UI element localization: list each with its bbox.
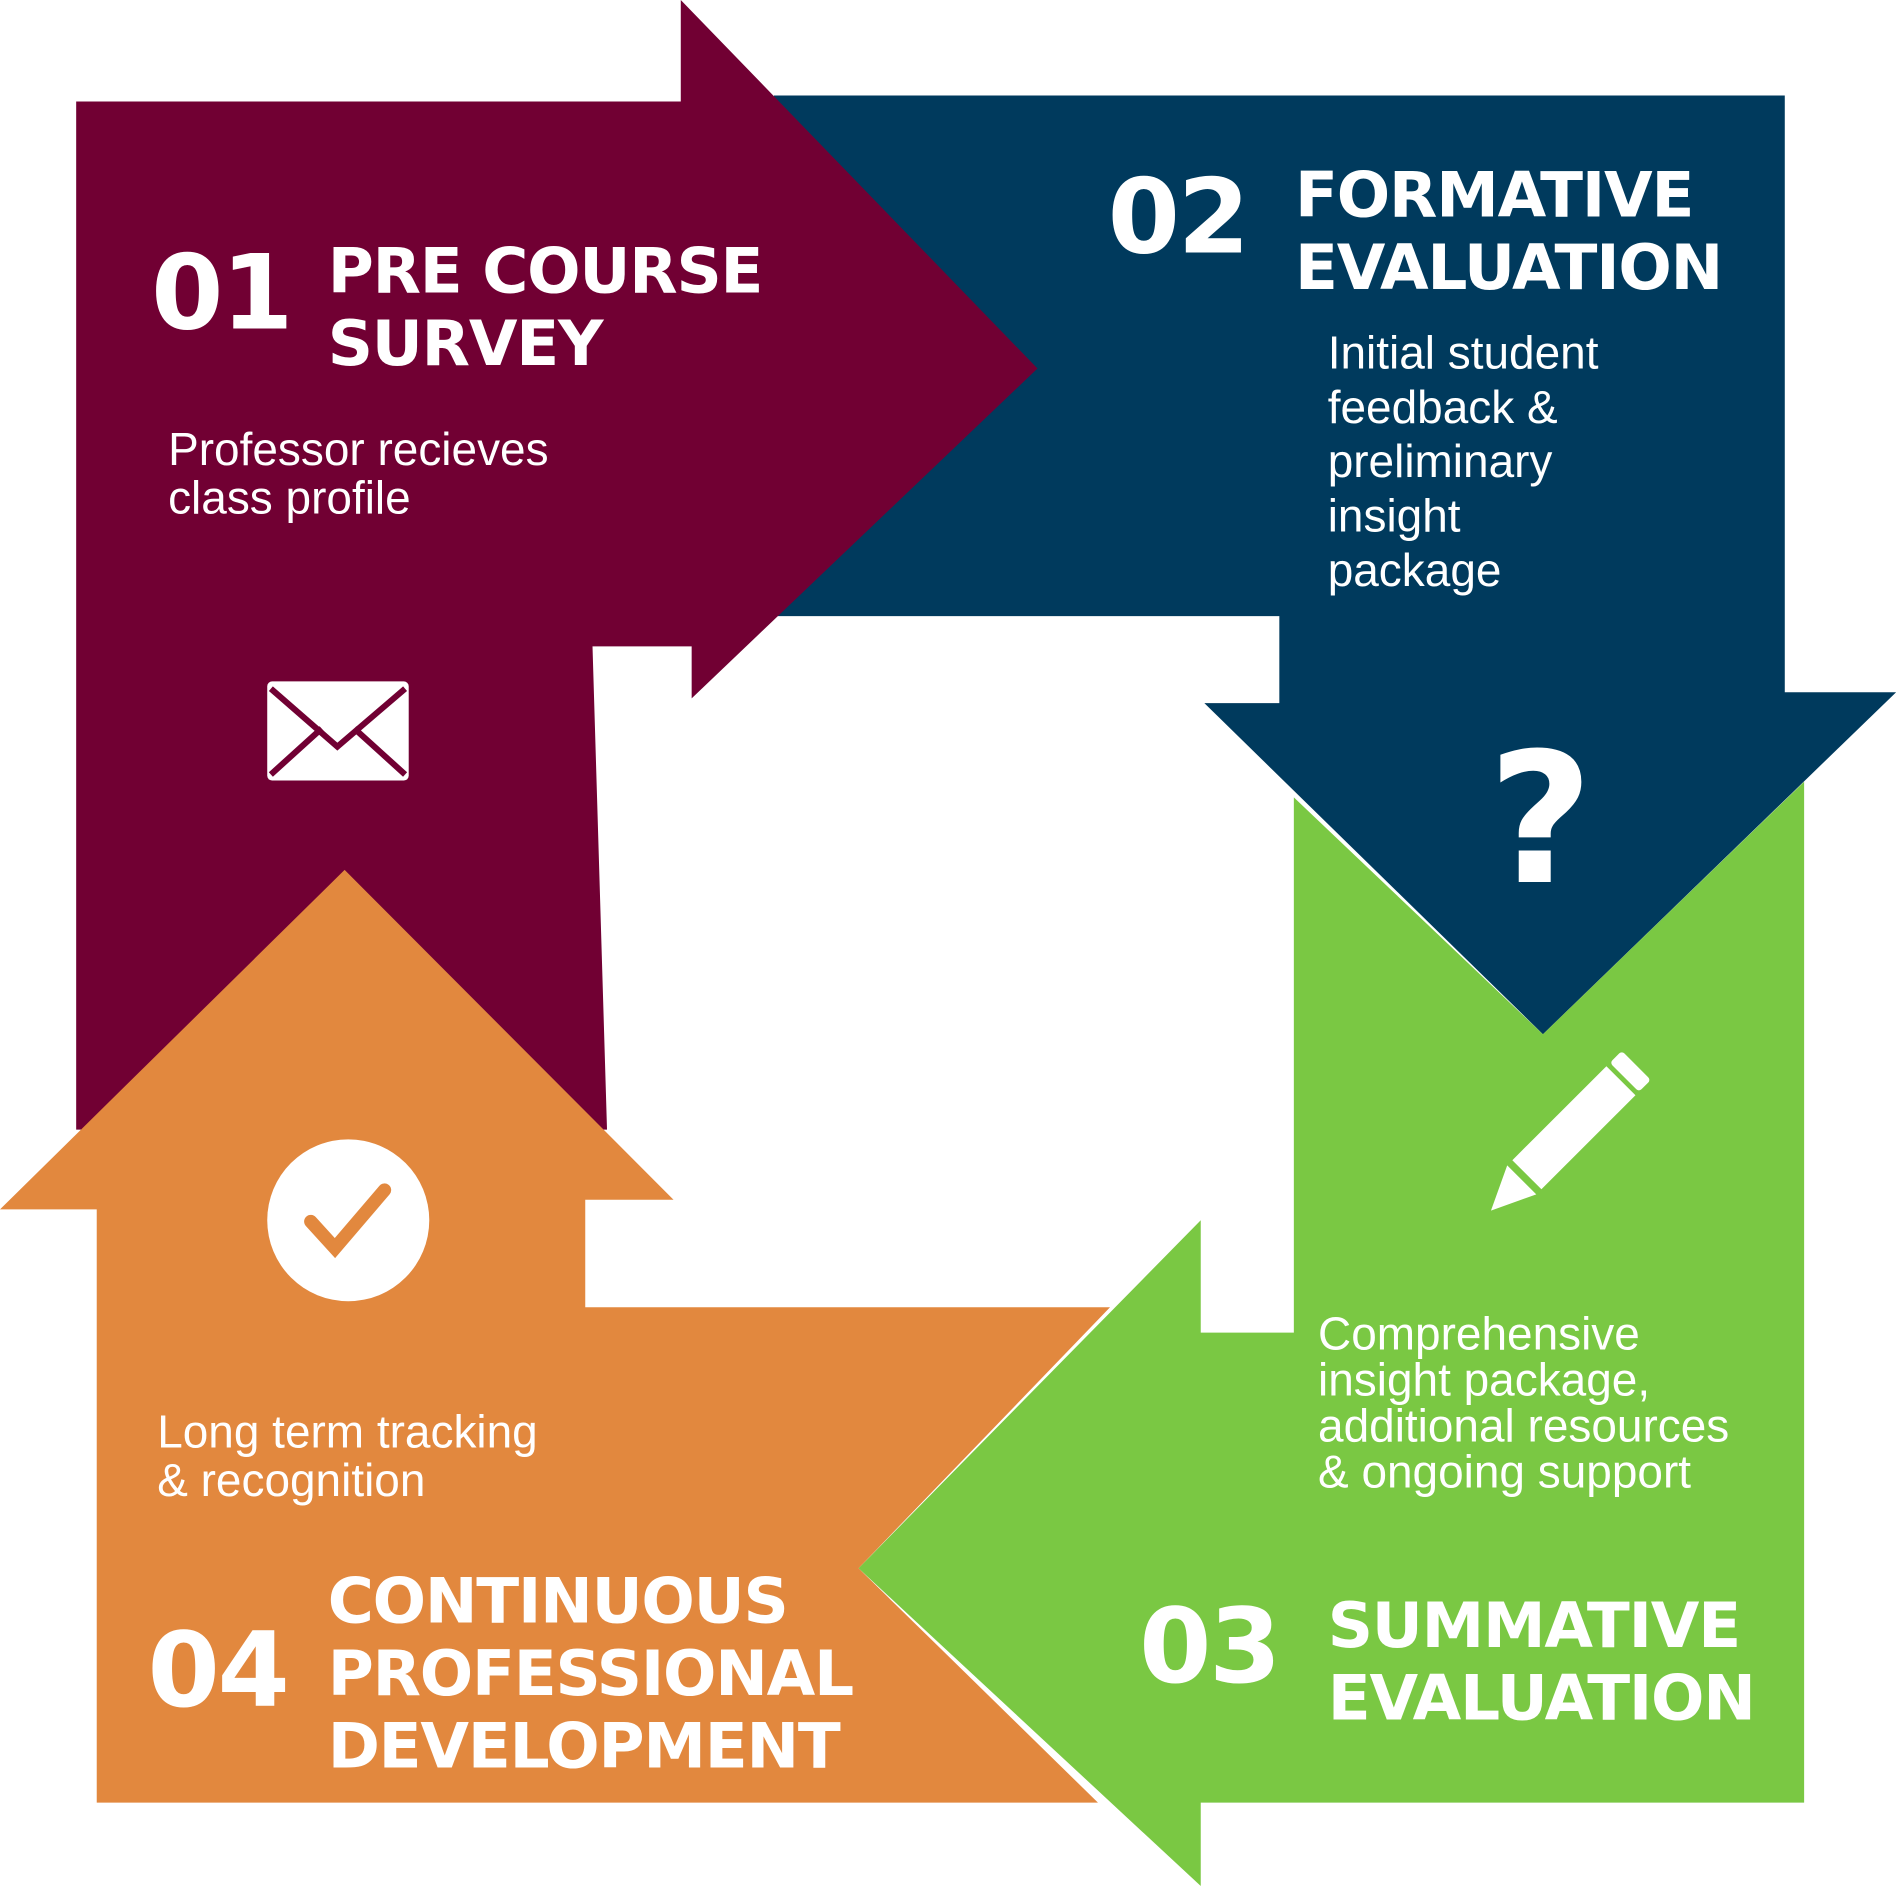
step-4-description: Long term tracking & recognition bbox=[157, 1407, 538, 1507]
pencil-icon bbox=[1490, 1052, 1650, 1211]
question-mark-icon: ? bbox=[1488, 714, 1593, 925]
step-3-title: SUMMATIVE EVALUATION bbox=[1327, 1589, 1756, 1735]
step-1-description: Professor recieves class profile bbox=[168, 425, 549, 525]
step-1-arrow bbox=[76, 0, 1038, 1130]
step-4-title: CONTINUOUS PROFESSIONAL DEVELOPMENT bbox=[327, 1565, 855, 1784]
step-3-number: 03 bbox=[1139, 1586, 1281, 1708]
envelope-icon bbox=[267, 681, 409, 781]
step-2-arrow bbox=[773, 95, 1896, 1035]
step-3-description: Comprehensive insight package, additiona… bbox=[1318, 1309, 1730, 1499]
step-4-number: 04 bbox=[147, 1610, 290, 1732]
step-2-number: 02 bbox=[1107, 157, 1250, 278]
step-3-arrow bbox=[858, 781, 1805, 1886]
checkmark-circle-icon bbox=[267, 1139, 430, 1302]
step-1-title: PRE COURSE SURVEY bbox=[327, 235, 764, 381]
step-2-title: FORMATIVE EVALUATION bbox=[1295, 159, 1723, 305]
step-4-arrow bbox=[0, 869, 1111, 1803]
step-2-description: Initial student feedback & preliminary i… bbox=[1327, 328, 1599, 597]
step-1-number: 01 bbox=[151, 233, 293, 355]
